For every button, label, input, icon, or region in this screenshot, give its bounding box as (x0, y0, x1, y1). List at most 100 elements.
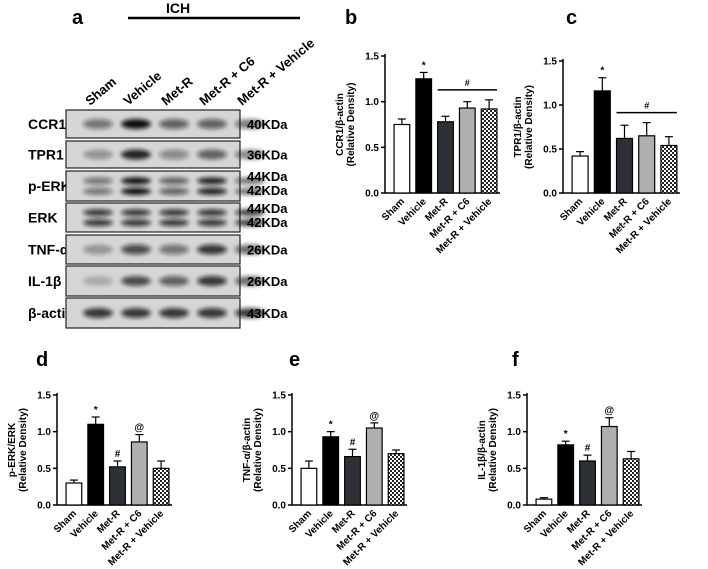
band (235, 244, 265, 255)
band (83, 276, 113, 286)
band (197, 177, 227, 185)
band (83, 244, 113, 255)
bar (638, 135, 656, 194)
bar (600, 425, 618, 506)
band (235, 177, 265, 185)
band (197, 244, 227, 255)
band (235, 187, 265, 195)
size-label: 42KDa (247, 215, 288, 230)
band (235, 219, 265, 227)
panel-label: a (72, 7, 84, 29)
bar (300, 467, 318, 506)
band (83, 177, 113, 185)
y-tick-label: 1.0 (543, 101, 557, 112)
bar (344, 456, 361, 506)
size-label: 26KDa (247, 243, 288, 258)
band (83, 209, 113, 217)
significance-marker: @ (134, 423, 144, 434)
bands (83, 308, 265, 318)
band-label: IL-1β (28, 273, 62, 289)
band-label: TPR1 (28, 147, 64, 163)
lane-label: Sham (82, 74, 119, 108)
size-label: 44KDa (247, 169, 288, 184)
y-axis-label: (Relative Density) (524, 85, 535, 169)
size-label: 26KDa (247, 274, 288, 289)
band-label: ERK (28, 210, 58, 226)
y-tick-label: 0.5 (507, 464, 521, 475)
bar (458, 107, 476, 194)
group-label: ICH (166, 0, 190, 16)
y-tick-label: 1.5 (272, 391, 286, 402)
panel-label: e (289, 349, 300, 371)
panel-label: b (345, 7, 357, 29)
bands (83, 149, 265, 160)
band (121, 149, 151, 160)
bar (579, 460, 596, 506)
blot-strip (65, 202, 241, 233)
y-tick-label: 0.0 (543, 189, 557, 200)
y-tick-label: 0.5 (365, 143, 379, 154)
y-tick-label: 0.0 (37, 501, 51, 512)
lane-label: Vehicle (120, 68, 164, 108)
band (235, 276, 265, 286)
significance-marker: # (115, 449, 121, 460)
bar (322, 436, 340, 506)
bar (437, 121, 454, 194)
band (159, 276, 189, 286)
band (197, 209, 227, 217)
y-axis-label: (Relative Density) (488, 408, 499, 492)
band (83, 149, 113, 160)
bands (83, 244, 265, 255)
panel-label: c (566, 7, 577, 29)
y-axis-label: TPR1/β-actin (513, 96, 524, 157)
band (197, 219, 227, 227)
size-label: 36KDa (247, 148, 288, 163)
band (159, 244, 189, 255)
bar (660, 144, 678, 194)
bands (83, 177, 265, 195)
y-tick-label: 0.5 (543, 145, 557, 156)
bar (615, 137, 634, 194)
significance-marker: * (422, 60, 426, 71)
band (83, 119, 113, 129)
y-axis-label: CCR1/β-actin (335, 93, 346, 156)
bar (535, 498, 553, 506)
band-label: p-ERK (28, 178, 71, 194)
bar (152, 467, 170, 506)
significance-marker: * (94, 405, 98, 416)
band-label: TNF-α (28, 242, 69, 258)
band (197, 149, 227, 160)
y-tick-label: 1.5 (543, 57, 557, 68)
band (121, 187, 151, 195)
blot-strip (65, 170, 241, 202)
significance-marker: * (329, 420, 333, 431)
bar (393, 123, 411, 194)
y-tick-label: 1.0 (365, 97, 379, 108)
band (121, 308, 151, 318)
significance-marker: * (600, 66, 604, 77)
size-label: 40KDa (247, 117, 288, 132)
band (235, 149, 265, 160)
bands (83, 119, 265, 129)
band (83, 219, 113, 227)
bar (130, 441, 148, 506)
size-label: 44KDa (247, 201, 288, 216)
significance-marker: # (350, 437, 356, 448)
band (83, 187, 113, 195)
band (121, 244, 151, 255)
band (159, 119, 189, 129)
bar (593, 90, 611, 194)
y-tick-label: 0.0 (507, 501, 521, 512)
bands (83, 209, 265, 227)
group-marker: # (644, 101, 649, 111)
bar (571, 155, 589, 194)
band (197, 119, 227, 129)
y-tick-label: 1.0 (272, 427, 286, 438)
size-label: 43KDa (247, 306, 288, 321)
bar (109, 466, 126, 506)
panel-label: f (512, 349, 519, 371)
y-axis-label: (Relative Density) (253, 408, 264, 492)
y-tick-label: 1.0 (507, 427, 521, 438)
y-tick-label: 1.0 (37, 427, 51, 438)
